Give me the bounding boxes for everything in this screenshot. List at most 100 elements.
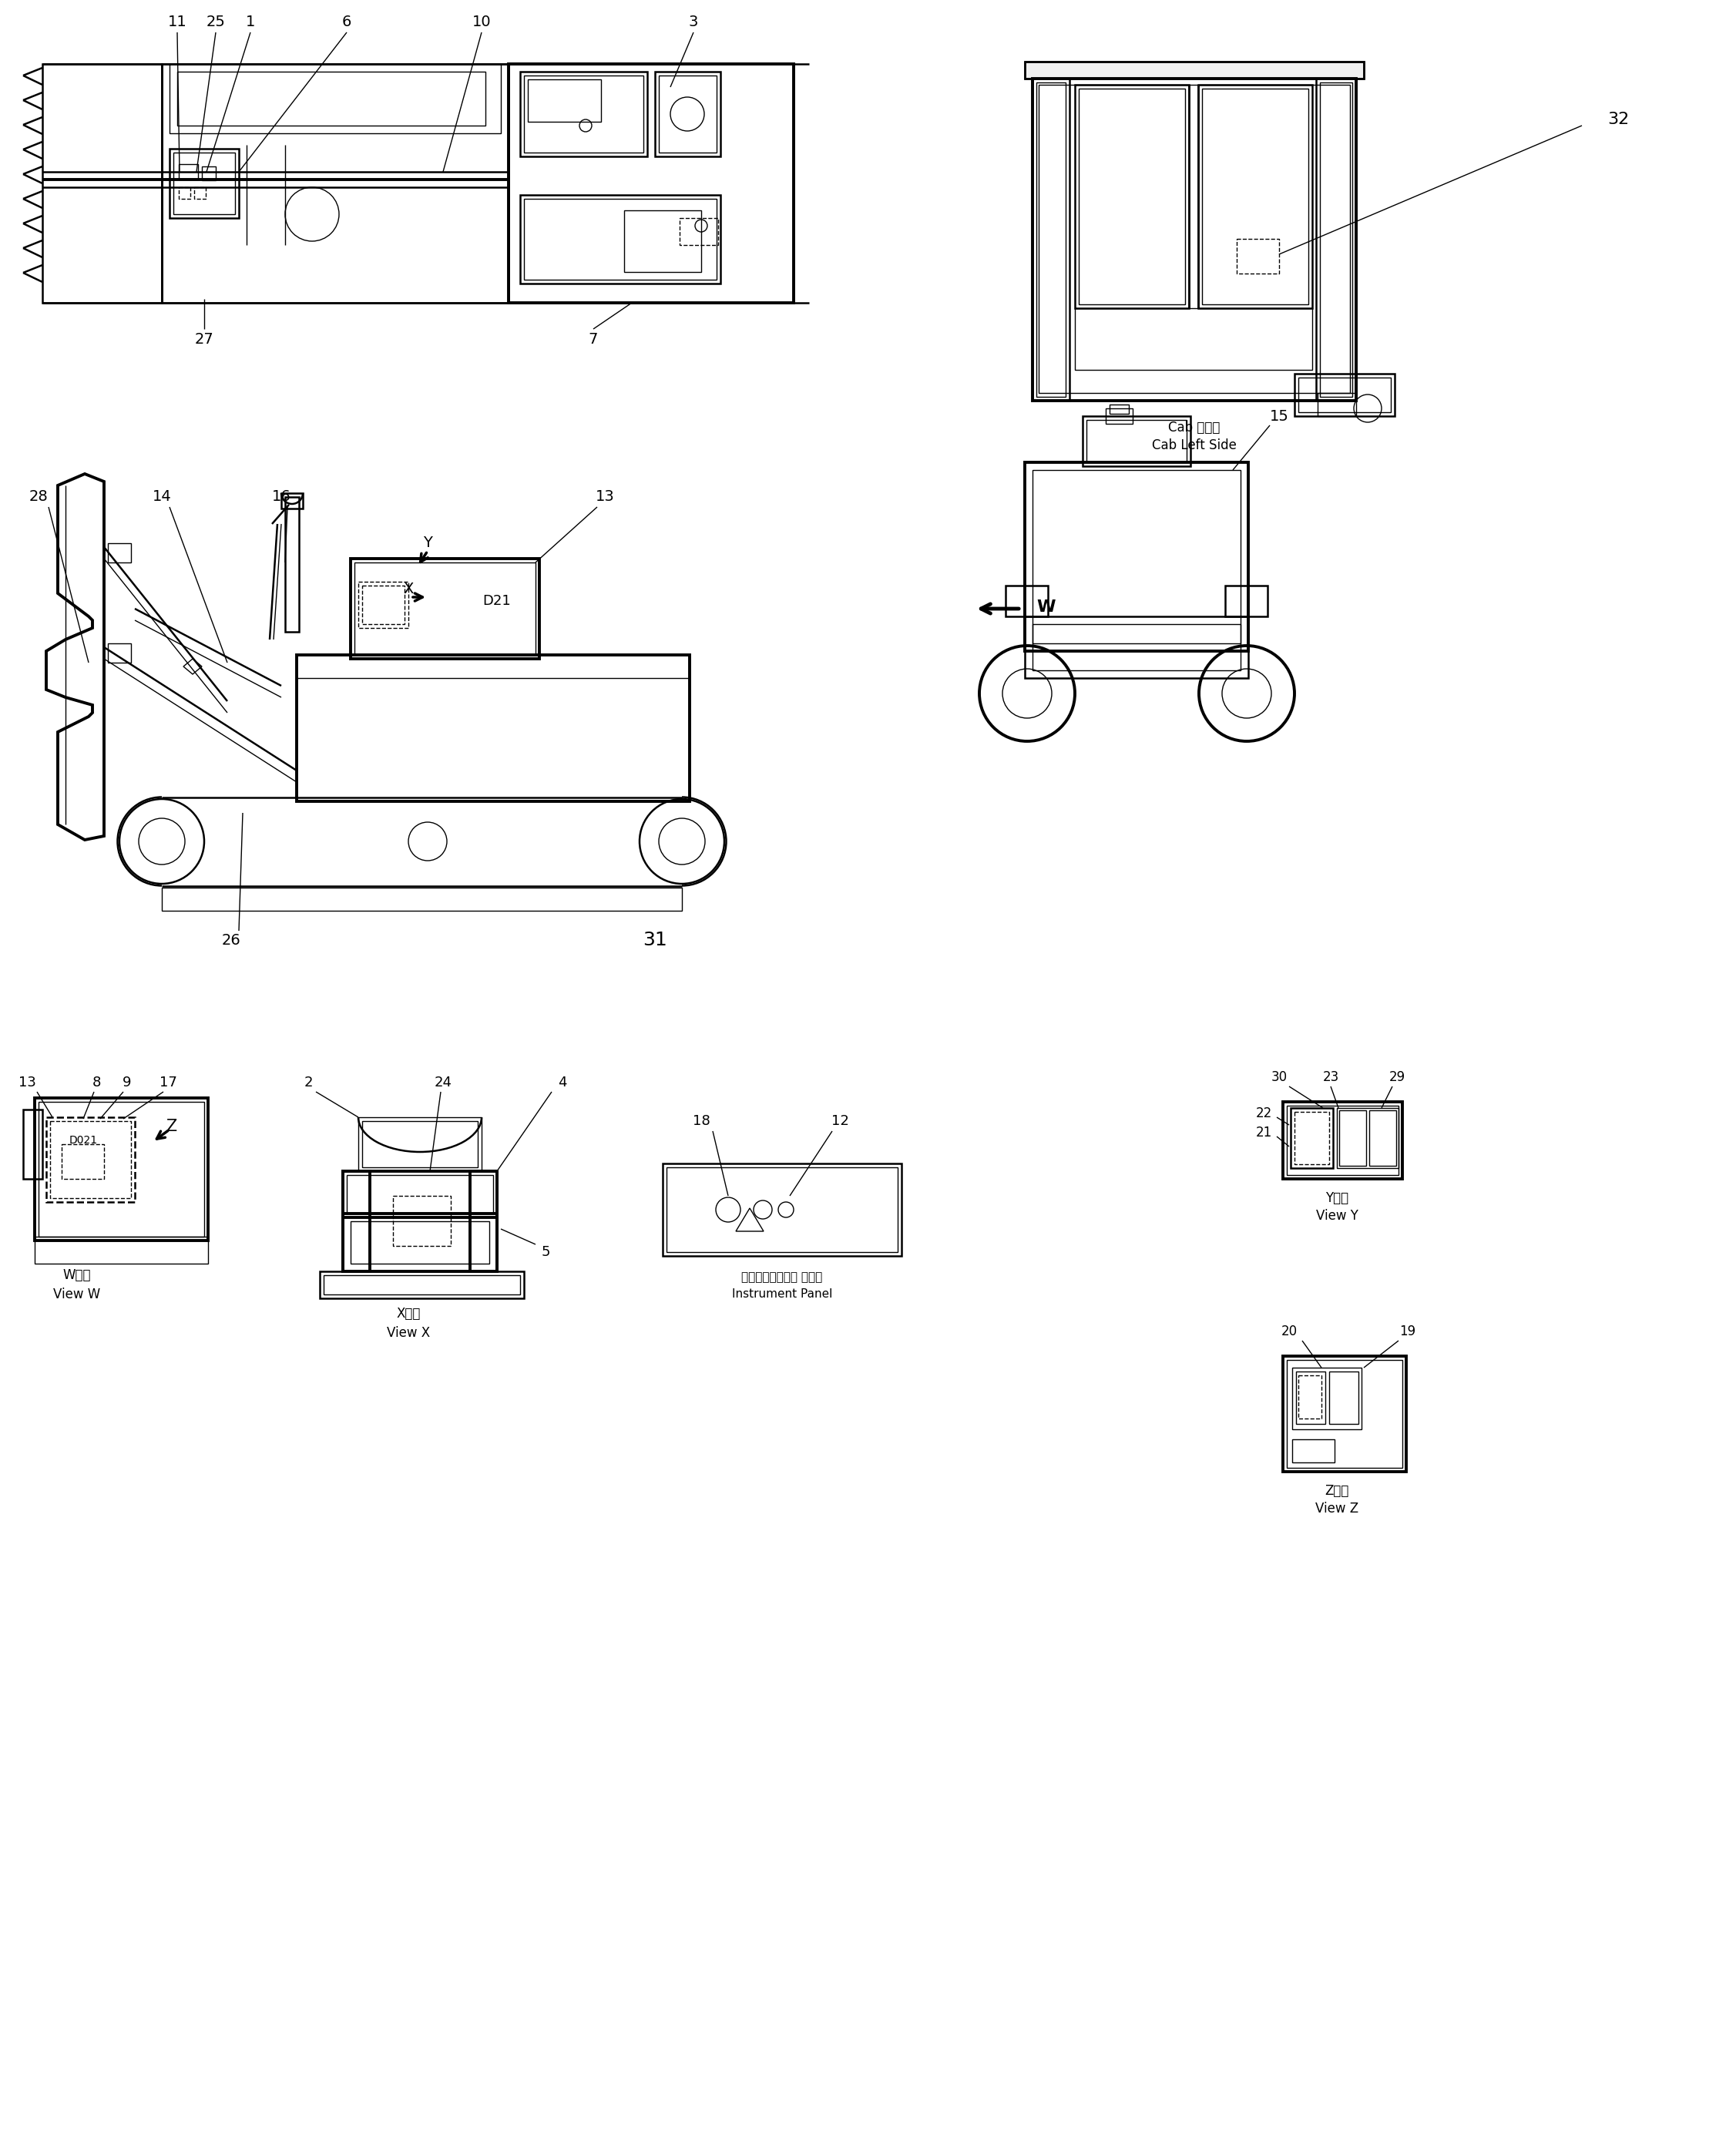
Bar <box>1106 409 1132 424</box>
Text: 18: 18 <box>693 1115 710 1128</box>
Bar <box>625 211 701 273</box>
Text: 7: 7 <box>589 333 599 345</box>
Bar <box>285 497 299 631</box>
Bar <box>323 1275 521 1294</box>
Bar <box>1083 416 1191 467</box>
Text: View Y: View Y <box>1316 1209 1358 1224</box>
Bar <box>319 1271 524 1298</box>
Text: 10: 10 <box>472 15 491 30</box>
Text: 13: 13 <box>17 1077 36 1089</box>
Bar <box>1038 85 1351 392</box>
Text: 21: 21 <box>1255 1126 1272 1141</box>
Bar <box>170 64 502 134</box>
Text: 29: 29 <box>1389 1070 1404 1083</box>
Bar <box>1295 373 1394 416</box>
Bar <box>161 887 682 910</box>
Text: 6: 6 <box>342 15 351 30</box>
Bar <box>344 1213 496 1271</box>
Bar <box>358 582 408 629</box>
Text: Cab Left Side: Cab Left Side <box>1153 439 1236 452</box>
Bar <box>1087 420 1187 463</box>
Text: 19: 19 <box>1399 1324 1417 1339</box>
Bar <box>1198 85 1312 309</box>
Text: W　視: W 視 <box>62 1269 90 1281</box>
Bar <box>1299 1375 1321 1418</box>
Bar <box>1338 1111 1366 1166</box>
Bar <box>1033 469 1241 644</box>
Bar <box>1236 239 1279 273</box>
Bar <box>177 72 486 126</box>
Bar <box>1036 83 1066 397</box>
Bar <box>1109 405 1128 414</box>
Text: 23: 23 <box>1323 1070 1338 1083</box>
Text: X　視: X 視 <box>396 1307 420 1320</box>
Bar <box>1226 586 1267 616</box>
Bar <box>1330 1371 1359 1424</box>
Text: 20: 20 <box>1281 1324 1297 1339</box>
Text: インスツルメント パネル: インスツルメント パネル <box>741 1271 823 1283</box>
Bar <box>23 1109 42 1179</box>
Bar <box>347 1175 493 1213</box>
Bar <box>1337 1109 1399 1168</box>
Bar <box>179 164 198 179</box>
Text: 27: 27 <box>194 333 214 345</box>
Bar <box>528 79 601 122</box>
Bar <box>521 72 648 156</box>
Text: 24: 24 <box>434 1077 451 1089</box>
Text: 1: 1 <box>247 15 255 30</box>
Bar <box>470 1170 496 1271</box>
Bar <box>35 1098 208 1241</box>
Bar <box>509 64 793 303</box>
Bar <box>1295 1113 1330 1164</box>
Text: Cab 左側面: Cab 左側面 <box>1168 420 1220 435</box>
Bar <box>1033 625 1241 669</box>
Bar <box>1075 85 1189 309</box>
Bar <box>1286 1107 1399 1175</box>
Bar <box>1033 79 1069 401</box>
Bar <box>1316 79 1356 401</box>
Bar <box>35 1237 208 1264</box>
Bar <box>351 559 540 659</box>
Bar <box>1370 1111 1396 1166</box>
Text: D021: D021 <box>69 1134 97 1145</box>
Bar <box>174 154 234 213</box>
Text: 26: 26 <box>222 932 241 947</box>
Bar <box>62 1145 104 1179</box>
Bar <box>1292 1367 1361 1428</box>
Bar <box>1024 62 1364 79</box>
Bar <box>1024 62 1364 79</box>
Text: Instrument Panel: Instrument Panel <box>733 1288 832 1301</box>
Bar <box>201 166 215 181</box>
Bar <box>667 1168 898 1251</box>
Bar <box>1283 1102 1403 1179</box>
Text: 3: 3 <box>689 15 698 30</box>
Bar <box>363 586 404 625</box>
Bar <box>1024 463 1248 650</box>
Bar <box>47 1117 135 1202</box>
Bar <box>179 188 191 198</box>
Bar <box>281 492 302 510</box>
Text: Y: Y <box>424 535 432 550</box>
Bar <box>344 1170 496 1217</box>
Text: View W: View W <box>54 1288 101 1301</box>
Bar <box>654 72 720 156</box>
Bar <box>42 64 161 303</box>
Bar <box>1299 377 1391 411</box>
Bar <box>344 1170 370 1271</box>
Bar <box>358 1117 481 1170</box>
Text: 25: 25 <box>207 15 226 30</box>
Bar <box>50 1121 130 1198</box>
Text: 22: 22 <box>1255 1107 1272 1119</box>
Text: 17: 17 <box>160 1077 177 1089</box>
Text: 9: 9 <box>123 1077 132 1089</box>
Bar <box>1075 309 1312 369</box>
Text: 31: 31 <box>642 932 667 949</box>
Text: View Z: View Z <box>1316 1501 1359 1516</box>
Bar <box>1283 1356 1406 1471</box>
Bar <box>1318 392 1356 416</box>
Bar <box>108 544 130 563</box>
Bar <box>1201 90 1309 305</box>
Bar <box>1033 79 1356 401</box>
Text: 13: 13 <box>595 490 615 505</box>
Text: W: W <box>1036 599 1055 614</box>
